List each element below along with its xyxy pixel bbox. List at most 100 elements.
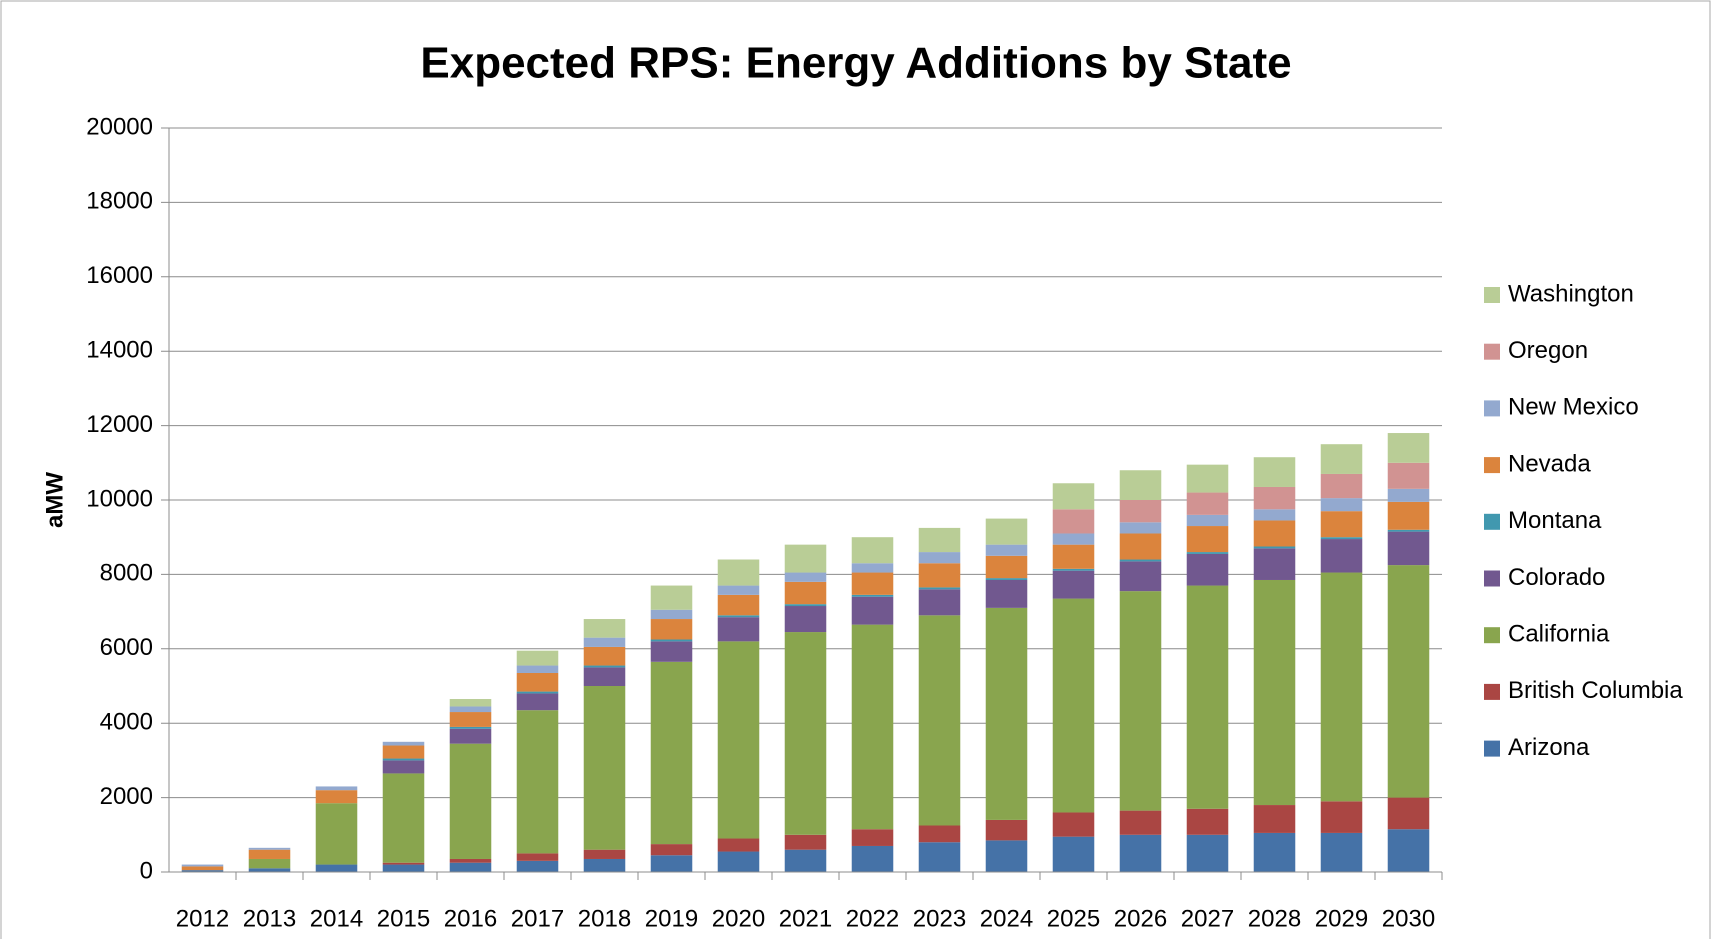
legend-label: Montana bbox=[1508, 507, 1602, 534]
bar-segment bbox=[851, 845, 894, 872]
legend-label: British Columbia bbox=[1508, 677, 1683, 704]
bar-segment bbox=[1119, 561, 1162, 592]
bar-segment bbox=[918, 552, 961, 564]
bar-segment bbox=[449, 699, 492, 707]
legend-label: Washington bbox=[1508, 280, 1634, 307]
bar-segment bbox=[382, 741, 425, 746]
bar-segment bbox=[1320, 511, 1363, 538]
bar-segment bbox=[918, 527, 961, 553]
bar-segment bbox=[650, 619, 693, 640]
x-tick-label: 2025 bbox=[1047, 905, 1100, 932]
bar-segment bbox=[516, 710, 559, 854]
bar-segment bbox=[784, 544, 827, 573]
bar-segment bbox=[650, 844, 693, 856]
bar-segment bbox=[1186, 553, 1229, 586]
bar-segment bbox=[851, 537, 894, 564]
bar-segment bbox=[315, 786, 358, 791]
bar-segment bbox=[918, 615, 961, 826]
x-tick-label: 2016 bbox=[444, 905, 497, 932]
bar-segment bbox=[985, 544, 1028, 556]
bar-segment bbox=[851, 624, 894, 830]
bar-segment bbox=[181, 870, 224, 872]
x-tick-label: 2020 bbox=[712, 905, 765, 932]
bar-segment bbox=[382, 760, 425, 774]
bar-segment bbox=[449, 862, 492, 872]
bar-segment bbox=[1119, 533, 1162, 560]
bar-segment bbox=[851, 594, 894, 597]
y-tick-label: 2000 bbox=[100, 783, 153, 810]
bar-segment bbox=[248, 849, 291, 859]
bar-segment bbox=[583, 849, 626, 859]
bar-segment bbox=[1320, 498, 1363, 512]
bar-segment bbox=[315, 803, 358, 865]
bar-segment bbox=[382, 773, 425, 863]
bar-segment bbox=[717, 641, 760, 839]
bar-segment bbox=[181, 866, 224, 871]
x-tick-label: 2021 bbox=[779, 905, 832, 932]
bar-segment bbox=[650, 855, 693, 872]
bar-segment bbox=[851, 572, 894, 595]
bar-segment bbox=[516, 860, 559, 872]
bar-segment bbox=[1186, 464, 1229, 493]
bar-segment bbox=[717, 851, 760, 872]
bar-segment bbox=[717, 838, 760, 852]
bar-segment bbox=[1186, 552, 1229, 554]
bar-segment bbox=[583, 667, 626, 686]
bar-segment bbox=[1052, 812, 1095, 837]
y-tick-label: 12000 bbox=[86, 411, 153, 438]
bar-segment bbox=[1253, 486, 1296, 510]
bar-segment bbox=[918, 563, 961, 588]
legend-label: Colorado bbox=[1508, 564, 1605, 591]
bar-segment bbox=[1119, 810, 1162, 835]
bar-segment bbox=[650, 609, 693, 620]
bar-segment bbox=[784, 604, 827, 607]
bar-segment bbox=[248, 858, 291, 869]
bar-segment bbox=[382, 758, 425, 761]
bar-segment bbox=[918, 587, 961, 590]
x-tick-label: 2019 bbox=[645, 905, 698, 932]
bar-segment bbox=[583, 686, 626, 850]
bar-segment bbox=[1186, 808, 1229, 835]
bar-segment bbox=[449, 712, 492, 727]
bar-segment bbox=[315, 864, 358, 872]
y-tick-label: 14000 bbox=[86, 337, 153, 364]
bar-segment bbox=[650, 639, 693, 642]
bar-segment bbox=[918, 589, 961, 616]
bar-segment bbox=[382, 862, 425, 865]
bar-segment bbox=[1387, 529, 1430, 532]
bar-segment bbox=[1253, 457, 1296, 487]
bar-segment bbox=[248, 847, 291, 850]
bar-segment bbox=[784, 572, 827, 582]
legend-swatch bbox=[1484, 287, 1500, 303]
legend-label: Oregon bbox=[1508, 337, 1588, 364]
bar-segment bbox=[1119, 470, 1162, 500]
bar-segment bbox=[1253, 546, 1296, 549]
bar-segment bbox=[717, 559, 760, 586]
bar-segment bbox=[650, 585, 693, 610]
legend-swatch bbox=[1484, 457, 1500, 474]
bar-segment bbox=[1186, 526, 1229, 553]
bar-segment bbox=[449, 706, 492, 713]
bar-segment bbox=[985, 518, 1028, 545]
legend-label: Nevada bbox=[1508, 450, 1591, 477]
bar-segment bbox=[449, 726, 492, 729]
bar-segment bbox=[516, 693, 559, 711]
bar-segment bbox=[1119, 522, 1162, 534]
bar-segment bbox=[784, 834, 827, 850]
bar-segment bbox=[717, 585, 760, 595]
bar-segment bbox=[1052, 836, 1095, 872]
bar-segment bbox=[1387, 797, 1430, 830]
y-tick-label: 20000 bbox=[86, 113, 153, 140]
y-tick-label: 10000 bbox=[86, 485, 153, 512]
bar-segment bbox=[181, 864, 224, 867]
legend-label: California bbox=[1508, 621, 1610, 648]
bar-segment bbox=[1253, 548, 1296, 580]
bar-segment bbox=[1052, 568, 1095, 571]
bar-segment bbox=[1186, 585, 1229, 809]
bar-segment bbox=[918, 825, 961, 843]
bar-segment bbox=[985, 555, 1028, 579]
x-tick-label: 2017 bbox=[511, 905, 564, 932]
y-tick-label: 8000 bbox=[100, 560, 153, 587]
bar-segment bbox=[1052, 598, 1095, 813]
